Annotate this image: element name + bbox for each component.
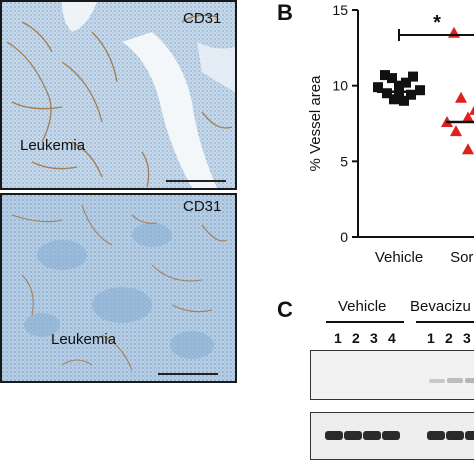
micrograph-bottom-image xyxy=(2,195,235,381)
data-point-1-4 xyxy=(462,111,474,123)
stain-label-top: CD31 xyxy=(183,10,222,27)
significance-marker: * xyxy=(433,12,441,34)
y-tick-label-0: 0 xyxy=(340,229,348,245)
western-blot-bottom-bands xyxy=(325,431,474,440)
wb-lane-vehicle-2: 2 xyxy=(352,330,360,346)
wb-group-vehicle: Vehicle xyxy=(338,298,387,315)
wb-group-bevacizumab: Bevacizu xyxy=(410,298,471,315)
micrograph-top xyxy=(0,0,237,190)
data-point-1-9 xyxy=(462,143,474,155)
data-point-0-0 xyxy=(380,70,390,81)
panel-c-letter: C xyxy=(277,297,293,322)
western-blot-top xyxy=(310,350,474,400)
data-point-0-10 xyxy=(389,94,399,105)
wb-lane-bev-3: 3 xyxy=(463,330,471,346)
y-tick-label-1: 5 xyxy=(340,153,348,169)
y-tick-label-3: 15 xyxy=(332,2,348,18)
data-point-1-2 xyxy=(455,91,467,103)
data-point-1-3 xyxy=(469,105,474,115)
panel-b-letter: B xyxy=(277,0,293,25)
wb-lane-vehicle-1: 1 xyxy=(334,330,342,346)
data-point-0-2 xyxy=(387,73,397,84)
wb-lane-bev-2: 2 xyxy=(445,330,453,346)
data-point-0-11 xyxy=(399,95,409,106)
vessel-area-plot: 0 5 10 15 % Vessel area Vehicle Sorat * xyxy=(307,2,474,266)
scale-bar-top xyxy=(166,180,226,182)
stain-label-bottom: CD31 xyxy=(183,198,222,215)
data-point-0-3 xyxy=(401,77,411,88)
data-point-1-7 xyxy=(450,125,462,137)
wb-lane-bev-1: 1 xyxy=(427,330,435,346)
wb-line-bevacizumab xyxy=(416,321,474,323)
western-blot-top-bands xyxy=(429,378,474,383)
tissue-label-bottom: Leukemia xyxy=(51,331,117,348)
wb-line-vehicle xyxy=(326,321,404,323)
vessel-area-chart: 0 5 10 15 % Vessel area Vehicle Sorat * xyxy=(300,0,474,270)
data-point-0-5 xyxy=(373,82,383,93)
data-point-0-8 xyxy=(406,89,416,100)
data-point-1-0 xyxy=(448,26,460,38)
data-point-0-7 xyxy=(382,88,392,99)
micrograph-top-image xyxy=(2,2,235,188)
x-category-label-1: Sorat xyxy=(450,249,474,266)
scale-bar-bottom xyxy=(158,373,218,375)
data-point-0-6 xyxy=(415,85,425,96)
data-point-0-1 xyxy=(408,71,418,82)
wb-lane-vehicle-3: 3 xyxy=(370,330,378,346)
micrograph-bottom xyxy=(0,193,237,383)
wb-lane-vehicle-4: 4 xyxy=(388,330,396,346)
x-category-label-0: Vehicle xyxy=(375,249,423,266)
y-axis-label: % Vessel area xyxy=(307,75,324,172)
western-blot-bottom xyxy=(310,412,474,460)
data-point-0-4 xyxy=(394,80,404,91)
y-tick-label-2: 10 xyxy=(332,78,348,94)
tissue-label-top: Leukemia xyxy=(20,137,86,154)
